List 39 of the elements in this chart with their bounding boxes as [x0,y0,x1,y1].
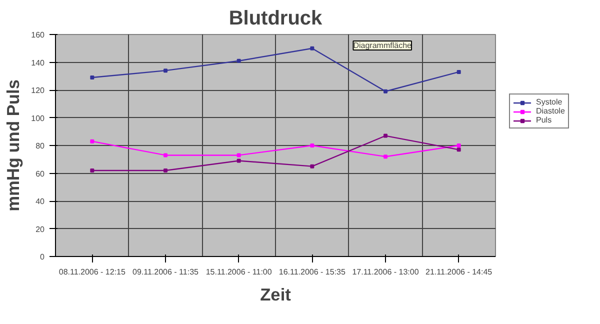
y-tick-label: 120 [31,86,46,95]
x-tick-label: 21.11.2006 - 14:45 [426,268,493,276]
point [310,144,314,148]
point [164,168,168,172]
chart-title: Blutdruck [228,8,324,30]
y-tick-label: 100 [31,114,46,123]
x-tick-label: 08.11.2006 - 12:15 [58,268,126,276]
y-axis-title: mmHg und Puls [3,80,24,212]
x-tick-label: 16.11.2006 - 15:35 [278,268,346,276]
x-tick-label: 17.11.2006 - 13:00 [352,268,420,276]
legend-label: Diastole [536,106,565,116]
y-tick-label: 60 [36,169,46,178]
point [90,139,94,144]
y-tick-label: 140 [31,58,46,68]
point [310,164,314,168]
point [384,154,388,159]
point [236,58,241,63]
point [164,153,168,158]
y-tick-label: 40 [36,197,46,206]
point [456,148,461,152]
x-tick-label: 09.11.2006 - 11:35 [132,268,200,276]
point [384,89,388,94]
point [236,153,241,158]
y-tick-label: 20 [36,224,46,234]
x-tick-label: 15.11.2006 - 11:00 [206,268,272,276]
y-tick-label: 160 [31,30,46,40]
point [456,70,461,74]
x-axis-title: Zeit [260,284,292,304]
point [236,158,241,163]
legend-label: Puls [536,116,553,124]
point [90,168,94,172]
legend-label: Systole [536,98,562,106]
y-tick-label: 80 [36,142,46,150]
point [456,144,461,148]
point [384,134,388,138]
y-tick-label: 0 [40,252,46,262]
point [164,68,168,73]
point [90,76,94,80]
point [310,46,314,50]
